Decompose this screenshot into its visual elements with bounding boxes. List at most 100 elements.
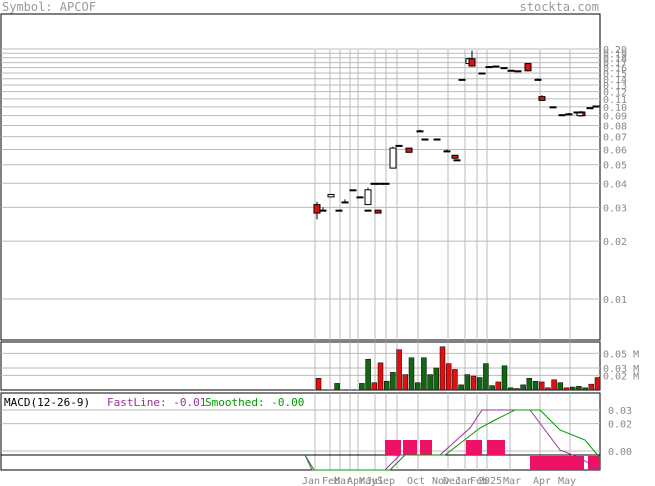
volume-bar	[408, 357, 415, 391]
candle	[500, 67, 508, 70]
candle	[364, 189, 372, 206]
volume-bar	[588, 383, 595, 391]
volume-bar	[483, 363, 489, 391]
volume-bar	[365, 358, 371, 391]
x-axis-label: Feb	[470, 476, 488, 486]
price-tick-label: 0.03	[603, 203, 627, 214]
price-panel	[0, 13, 601, 341]
price-tick-label: 0.02	[603, 237, 627, 248]
candle	[433, 138, 441, 141]
candle	[389, 147, 397, 169]
x-axis-label: Jan	[302, 476, 320, 486]
macd-tick-label: 0.00	[608, 447, 632, 458]
volume-bar	[383, 380, 390, 391]
volume-bar	[489, 385, 495, 391]
macd-tick-label: 0.02	[608, 420, 632, 431]
candle	[451, 154, 459, 159]
candle	[507, 69, 515, 72]
volume-bar	[402, 374, 409, 391]
candle	[349, 189, 357, 192]
x-axis-label: May	[558, 476, 576, 486]
volume-bar	[464, 374, 471, 391]
volume-bar	[476, 377, 483, 391]
price-tick-label: 0.12	[603, 88, 627, 99]
volume-bar	[396, 349, 402, 391]
candle	[478, 72, 486, 75]
candle	[421, 138, 429, 141]
candle	[565, 113, 573, 116]
macd-panel	[0, 392, 601, 471]
macd-histogram-bar	[588, 456, 600, 470]
candle	[549, 106, 557, 109]
candle	[538, 96, 546, 101]
x-axis-label: Mar	[503, 476, 521, 486]
x-axis-label: Apr	[347, 476, 365, 486]
volume-bar	[569, 386, 576, 391]
volume-bar	[470, 375, 477, 391]
candle	[341, 201, 349, 204]
candle	[356, 196, 364, 199]
volume-bar	[557, 382, 564, 391]
macd-histogram-bar	[420, 440, 432, 455]
candle	[586, 107, 594, 110]
x-axis-label: Dec	[443, 476, 461, 486]
price-tick-label: 0.09	[603, 112, 627, 123]
volume-bar	[507, 387, 514, 391]
x-axis-label: Nov	[432, 476, 450, 486]
volume-bar	[495, 381, 502, 391]
candle	[558, 114, 566, 117]
candle	[492, 65, 500, 68]
volume-bar	[390, 372, 396, 391]
price-tick-label: 0.18	[603, 54, 627, 65]
volume-bar	[445, 363, 452, 391]
volume-bar	[458, 384, 464, 391]
candle	[376, 182, 384, 185]
volume-bar	[427, 374, 433, 391]
price-tick-label: 0.14	[603, 75, 627, 86]
x-axis-label: Mar	[334, 476, 352, 486]
candle	[313, 204, 321, 214]
volume-bar	[315, 378, 322, 391]
candle	[453, 159, 461, 162]
x-axis-label: Oct	[407, 476, 425, 486]
volume-bar	[594, 377, 601, 391]
price-tick-label: 0.19	[603, 49, 627, 60]
candle	[534, 78, 542, 81]
price-tick-label: 0.06	[603, 145, 627, 156]
x-axis-label: Jan	[455, 476, 473, 486]
volume-bar	[545, 387, 551, 391]
volume-tick-label: 0.03 M	[603, 364, 639, 375]
price-tick-label: 0.17	[603, 59, 627, 70]
candle	[374, 209, 382, 214]
candle	[319, 209, 327, 212]
volume-bar	[526, 378, 533, 391]
site-name[interactable]: stockta.com	[519, 0, 599, 14]
macd-fastline-label: FastLine: -0.01	[107, 396, 206, 409]
price-tick-label: 0.04	[603, 179, 627, 190]
candle	[514, 70, 522, 73]
volume-tick-label: 0.02 M	[603, 371, 639, 382]
price-tick-label: 0.20	[603, 45, 627, 56]
candle	[468, 58, 476, 67]
symbol-label: Symbol: APCOF	[2, 0, 96, 14]
volume-bar	[334, 383, 340, 391]
candle	[395, 144, 403, 147]
macd-histogram-bar	[403, 440, 417, 455]
candle	[485, 66, 493, 69]
x-axis-label: Feb	[322, 476, 340, 486]
volume-bar	[371, 382, 378, 391]
volume-bar	[576, 386, 582, 391]
candle	[364, 209, 372, 212]
volume-bar	[452, 369, 458, 391]
price-tick-label: 0.13	[603, 81, 627, 92]
volume-bar	[439, 346, 446, 391]
candle	[405, 147, 413, 153]
x-axis-label: 2025	[478, 476, 502, 486]
macd-tick-label: 0.03	[608, 406, 632, 417]
macd-title: MACD(12-26-9)	[4, 396, 90, 409]
candle	[335, 209, 343, 212]
macd-histogram-bar	[487, 440, 505, 455]
price-tick-label: 0.10	[603, 103, 627, 114]
price-tick-label: 0.01	[603, 295, 627, 306]
